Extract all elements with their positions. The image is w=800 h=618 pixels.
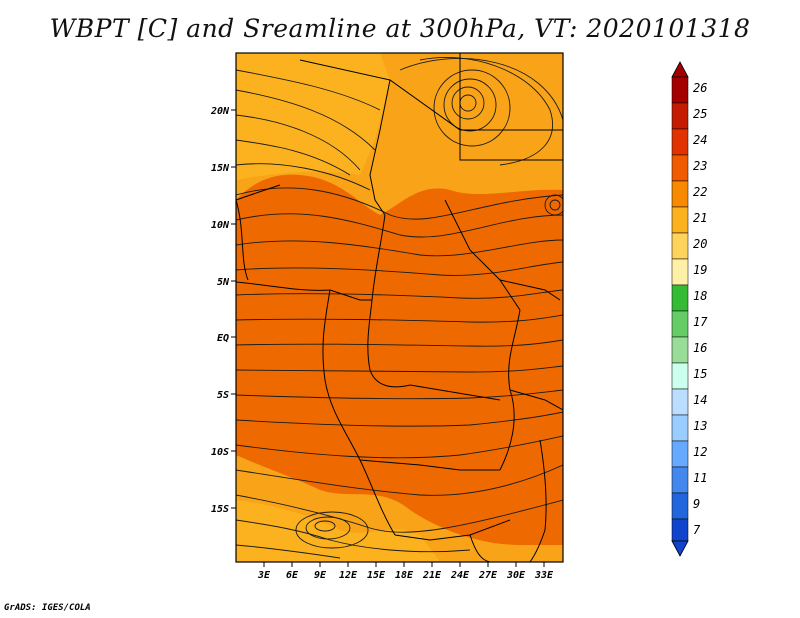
lat-label: 5N: [217, 277, 230, 288]
colorbar-label: 13: [693, 419, 707, 433]
lat-label: 5S: [217, 390, 229, 401]
colorbar-label: 20: [693, 237, 707, 251]
colorbar-label: 15: [693, 367, 707, 381]
colorbar-swatch: [671, 336, 689, 364]
colorbar-swatch: [671, 440, 689, 468]
colorbar-label: 7: [693, 523, 701, 537]
colorbar-swatch: [671, 128, 689, 156]
colorbar-label: 22: [693, 185, 707, 199]
latitude-axis: 20N 15N 10N 5N EQ 5S 10S 15S: [210, 106, 236, 515]
colorbar-swatch: [671, 154, 689, 182]
colorbar-label: 17: [693, 315, 708, 329]
colorbar-top-arrow: [671, 61, 689, 78]
colorbar-bottom-arrow: [671, 540, 689, 557]
lat-label: 10S: [211, 447, 229, 458]
colorbar-swatch: [671, 102, 689, 130]
colorbar: 26 25 24 23 22 21 20 19 18 17 16 15 14 1…: [671, 61, 708, 557]
map-frame: [235, 52, 564, 563]
lon-label: 6E: [286, 570, 299, 581]
colorbar-label: 14: [693, 393, 707, 407]
lat-label: EQ: [217, 333, 229, 344]
lon-label: 30E: [506, 570, 526, 581]
wbpt-field: [236, 53, 563, 562]
colorbar-swatch: [671, 388, 689, 416]
lon-label: 3E: [257, 570, 271, 581]
lon-label: 21E: [422, 570, 442, 581]
colorbar-swatch: [671, 284, 689, 312]
colorbar-swatch: [671, 362, 689, 390]
lon-label: 33E: [534, 570, 554, 581]
lon-label: 9E: [314, 570, 327, 581]
colorbar-label: 26: [693, 81, 707, 95]
colorbar-label: 11: [693, 471, 707, 485]
lat-label: 10N: [211, 220, 230, 231]
colorbar-label: 9: [693, 497, 700, 511]
colorbar-label: 12: [693, 445, 707, 459]
streamlines: [236, 57, 563, 559]
lon-label: 27E: [478, 570, 498, 581]
lon-label: 18E: [395, 570, 414, 581]
colorbar-swatch: [671, 76, 689, 104]
footer-credit: GrADS: IGES/COLA: [4, 603, 91, 613]
colorbar-swatch: [671, 232, 689, 260]
colorbar-swatch: [671, 310, 689, 338]
map-title: WBPT [C] and Sreamline at 300hPa, VT: 20…: [49, 14, 751, 43]
lat-label: 20N: [210, 106, 230, 117]
colorbar-swatch: [671, 466, 689, 494]
colorbar-label: 18: [693, 289, 707, 303]
lat-label: 15S: [211, 504, 229, 515]
colorbar-label: 24: [693, 133, 707, 147]
colorbar-swatch: [671, 206, 689, 234]
colorbar-label: 16: [693, 341, 707, 355]
country-borders: [236, 53, 563, 562]
lon-label: 15E: [367, 570, 386, 581]
longitude-axis: 3E 6E 9E 12E 15E 18E 21E 24E 27E 30E 33E: [257, 562, 554, 581]
colorbar-swatch: [671, 518, 689, 542]
colorbar-swatch: [671, 414, 689, 442]
colorbar-label: 25: [693, 107, 707, 121]
colorbar-label: 19: [693, 263, 707, 277]
colorbar-label: 21: [693, 211, 707, 225]
lon-label: 12E: [339, 570, 358, 581]
colorbar-label: 23: [693, 159, 707, 173]
lat-label: 15N: [211, 163, 230, 174]
lon-label: 24E: [450, 570, 470, 581]
colorbar-swatch: [671, 258, 689, 286]
colorbar-swatch: [671, 492, 689, 520]
colorbar-swatch: [671, 180, 689, 208]
